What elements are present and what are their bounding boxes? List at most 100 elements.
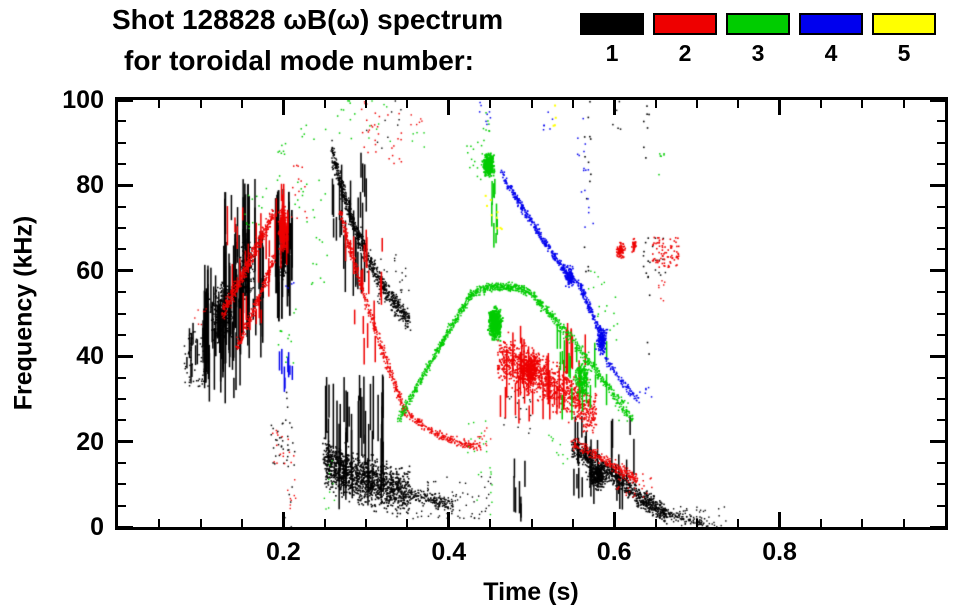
x-tick-label: 0.6 [596, 538, 632, 566]
tick-mark [199, 100, 202, 108]
legend-swatch-red [653, 13, 717, 35]
tick-mark [612, 100, 616, 115]
tick-mark [737, 100, 740, 108]
tick-mark [778, 512, 782, 527]
tick-mark [937, 397, 945, 400]
tick-mark [365, 100, 368, 108]
tick-mark [118, 440, 133, 444]
tick-mark [118, 205, 126, 208]
tick-mark [571, 100, 574, 108]
legend: 1 2 3 4 5 [580, 13, 936, 65]
legend-mode-number: 5 [897, 40, 911, 66]
x-axis-label: Time (s) [483, 578, 579, 606]
tick-mark [930, 98, 945, 102]
tick-mark [861, 100, 864, 108]
chart-subtitle: for toroidal mode number: [124, 45, 474, 76]
tick-mark [937, 291, 945, 294]
legend-swatch-green [726, 13, 790, 35]
tick-mark [118, 376, 126, 379]
legend-mode-number: 2 [678, 40, 692, 66]
tick-mark [937, 163, 945, 166]
tick-mark [241, 100, 244, 108]
y-tick-label: 60 [76, 256, 104, 285]
tick-mark [937, 312, 945, 315]
tick-mark [118, 525, 133, 529]
tick-mark [937, 227, 945, 230]
legend-swatch-blue [799, 13, 863, 35]
tick-mark [937, 141, 945, 144]
tick-mark [406, 519, 409, 527]
tick-mark [937, 483, 945, 486]
tick-mark [654, 519, 657, 527]
tick-mark [406, 100, 409, 108]
tick-mark [118, 227, 126, 230]
tick-mark [118, 461, 126, 464]
tick-mark [118, 333, 126, 336]
tick-mark [819, 100, 822, 108]
tick-mark [737, 519, 740, 527]
plot-area [115, 97, 948, 530]
tick-mark [861, 519, 864, 527]
legend-item-blue: 4 [799, 13, 863, 65]
legend-mode-number: 1 [605, 40, 619, 66]
tick-mark [937, 248, 945, 251]
tick-mark [654, 100, 657, 108]
tick-mark [930, 354, 945, 358]
tick-mark [118, 291, 126, 294]
y-tick-label: 100 [62, 86, 104, 114]
tick-mark [118, 269, 133, 273]
y-tick-label: 40 [76, 342, 104, 371]
tick-mark [118, 419, 126, 422]
tick-mark [937, 504, 945, 507]
legend-item-yellow: 5 [872, 13, 936, 65]
tick-mark [937, 333, 945, 336]
tick-mark [489, 519, 492, 527]
tick-mark [118, 183, 133, 187]
tick-mark [937, 205, 945, 208]
tick-mark [778, 100, 782, 115]
tick-mark [937, 120, 945, 123]
tick-mark [118, 141, 126, 144]
legend-mode-number: 3 [751, 40, 765, 66]
chart-title: Shot 128828 ωB(ω) spectrum [112, 4, 504, 35]
tick-mark [281, 100, 285, 115]
tick-mark [447, 100, 451, 115]
legend-item-red: 2 [653, 13, 717, 65]
tick-mark [323, 519, 326, 527]
tick-mark [902, 519, 905, 527]
tick-mark [118, 354, 133, 358]
tick-mark [199, 519, 202, 527]
legend-item-black: 1 [580, 13, 644, 65]
tick-mark [323, 100, 326, 108]
tick-mark [530, 100, 533, 108]
y-tick-label: 0 [90, 513, 104, 541]
tick-mark [118, 120, 126, 123]
tick-mark [118, 248, 126, 251]
tick-mark [819, 519, 822, 527]
tick-mark [937, 376, 945, 379]
x-tick-label: 0.8 [762, 538, 797, 566]
tick-mark [930, 269, 945, 273]
tick-mark [930, 440, 945, 444]
tick-mark [612, 512, 616, 527]
tick-mark [365, 519, 368, 527]
tick-mark [571, 519, 574, 527]
x-tick-label: 0.2 [266, 538, 301, 566]
y-tick-label: 20 [76, 427, 104, 456]
tick-mark [447, 512, 451, 527]
tick-mark [902, 100, 905, 108]
tick-mark [695, 519, 698, 527]
tick-mark [281, 512, 285, 527]
legend-swatch-yellow [872, 13, 936, 35]
tick-mark [241, 519, 244, 527]
tick-mark [489, 100, 492, 108]
spectrogram-canvas [118, 100, 945, 527]
tick-mark [118, 504, 126, 507]
legend-swatch-black [580, 13, 644, 35]
tick-mark [158, 519, 161, 527]
tick-mark [930, 183, 945, 187]
tick-mark [530, 519, 533, 527]
legend-mode-number: 4 [824, 40, 838, 66]
tick-mark [118, 98, 133, 102]
